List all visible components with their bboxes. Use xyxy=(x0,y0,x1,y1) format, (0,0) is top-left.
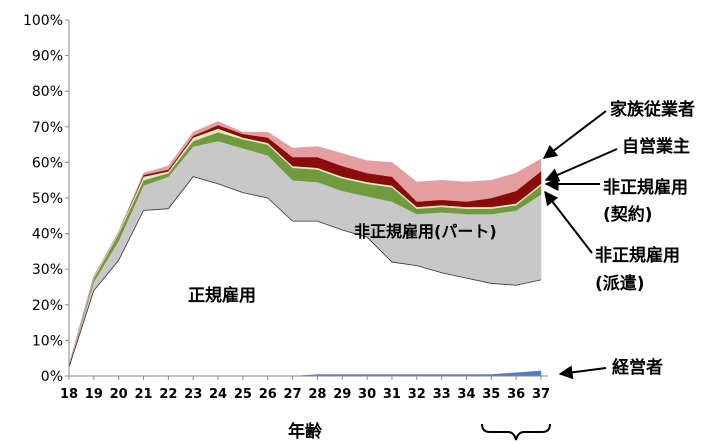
x-tick-label: 20 xyxy=(110,387,128,402)
part-time-label: 非正規雇用(パート) xyxy=(354,222,497,241)
x-tick-label: 25 xyxy=(234,387,252,402)
x-tick-label: 30 xyxy=(358,387,376,402)
y-tick-label: 30% xyxy=(32,262,63,278)
x-tick-label: 24 xyxy=(209,387,227,402)
y-tick-label: 10% xyxy=(32,333,63,349)
dispatch-arrow xyxy=(544,190,593,254)
x-tick-label: 22 xyxy=(159,387,177,402)
dispatch-label-line1: 非正規雇用 xyxy=(595,245,680,266)
y-tick-label: 70% xyxy=(32,120,63,136)
regular-boundary-line xyxy=(68,176,542,368)
y-tick-label: 100% xyxy=(23,13,63,29)
x-tick-label: 29 xyxy=(333,387,351,402)
x-tick-label: 21 xyxy=(134,387,152,402)
x-tick-label: 37 xyxy=(532,387,550,402)
x-tick-label: 33 xyxy=(433,387,451,402)
y-tick-label: 50% xyxy=(32,191,63,207)
x-tick-label: 28 xyxy=(308,387,326,402)
area-regular xyxy=(69,176,541,376)
x-tick-label: 32 xyxy=(408,387,426,402)
y-tick-label: 90% xyxy=(32,49,63,65)
x-axis-title: 年齢 xyxy=(288,421,323,442)
y-tick-label: 60% xyxy=(32,155,63,171)
contract-label-line1: 非正規雇用 xyxy=(603,177,688,198)
y-tick-label: 40% xyxy=(32,227,63,243)
x-tick-labels: 18 19 20 21 22 23 24 25 26 27 28 29 30 31 32 33 34 35 36 37 xyxy=(60,376,550,402)
y-tick-label: 0% xyxy=(41,369,63,385)
contract-label-line2: (契約) xyxy=(603,204,653,225)
x-tick-label: 35 xyxy=(482,387,500,402)
x-tick-label: 26 xyxy=(259,387,277,402)
executive-arrow xyxy=(558,365,607,380)
self-employed-arrow xyxy=(544,148,618,182)
family-worker-arrow xyxy=(542,110,607,159)
age-range-bracket xyxy=(481,423,551,441)
y-tick-label: 20% xyxy=(32,298,63,314)
dispatch-label-line2: (派遣) xyxy=(595,273,645,294)
regular-employment-label: 正規雇用 xyxy=(188,285,256,306)
area-family-worker xyxy=(68,121,542,366)
x-tick-label: 19 xyxy=(85,387,103,402)
x-tick-label: 31 xyxy=(383,387,401,402)
y-tick-labels: 0% 10% 20% 30% 40% 50% 60% 70% 80% 90% 100% xyxy=(23,13,69,385)
x-tick-label: 23 xyxy=(184,387,202,402)
stacked-areas xyxy=(68,121,542,377)
y-tick-label: 80% xyxy=(32,84,63,100)
x-tick-label: 34 xyxy=(457,387,475,402)
x-tick-label: 36 xyxy=(507,387,525,402)
x-tick-label: 27 xyxy=(284,387,302,402)
executive-label: 経営者 xyxy=(612,357,663,378)
self-employed-label: 自営業主 xyxy=(622,136,690,157)
x-tick-label: 18 xyxy=(60,387,78,402)
family-worker-label: 家族従業者 xyxy=(610,99,695,120)
